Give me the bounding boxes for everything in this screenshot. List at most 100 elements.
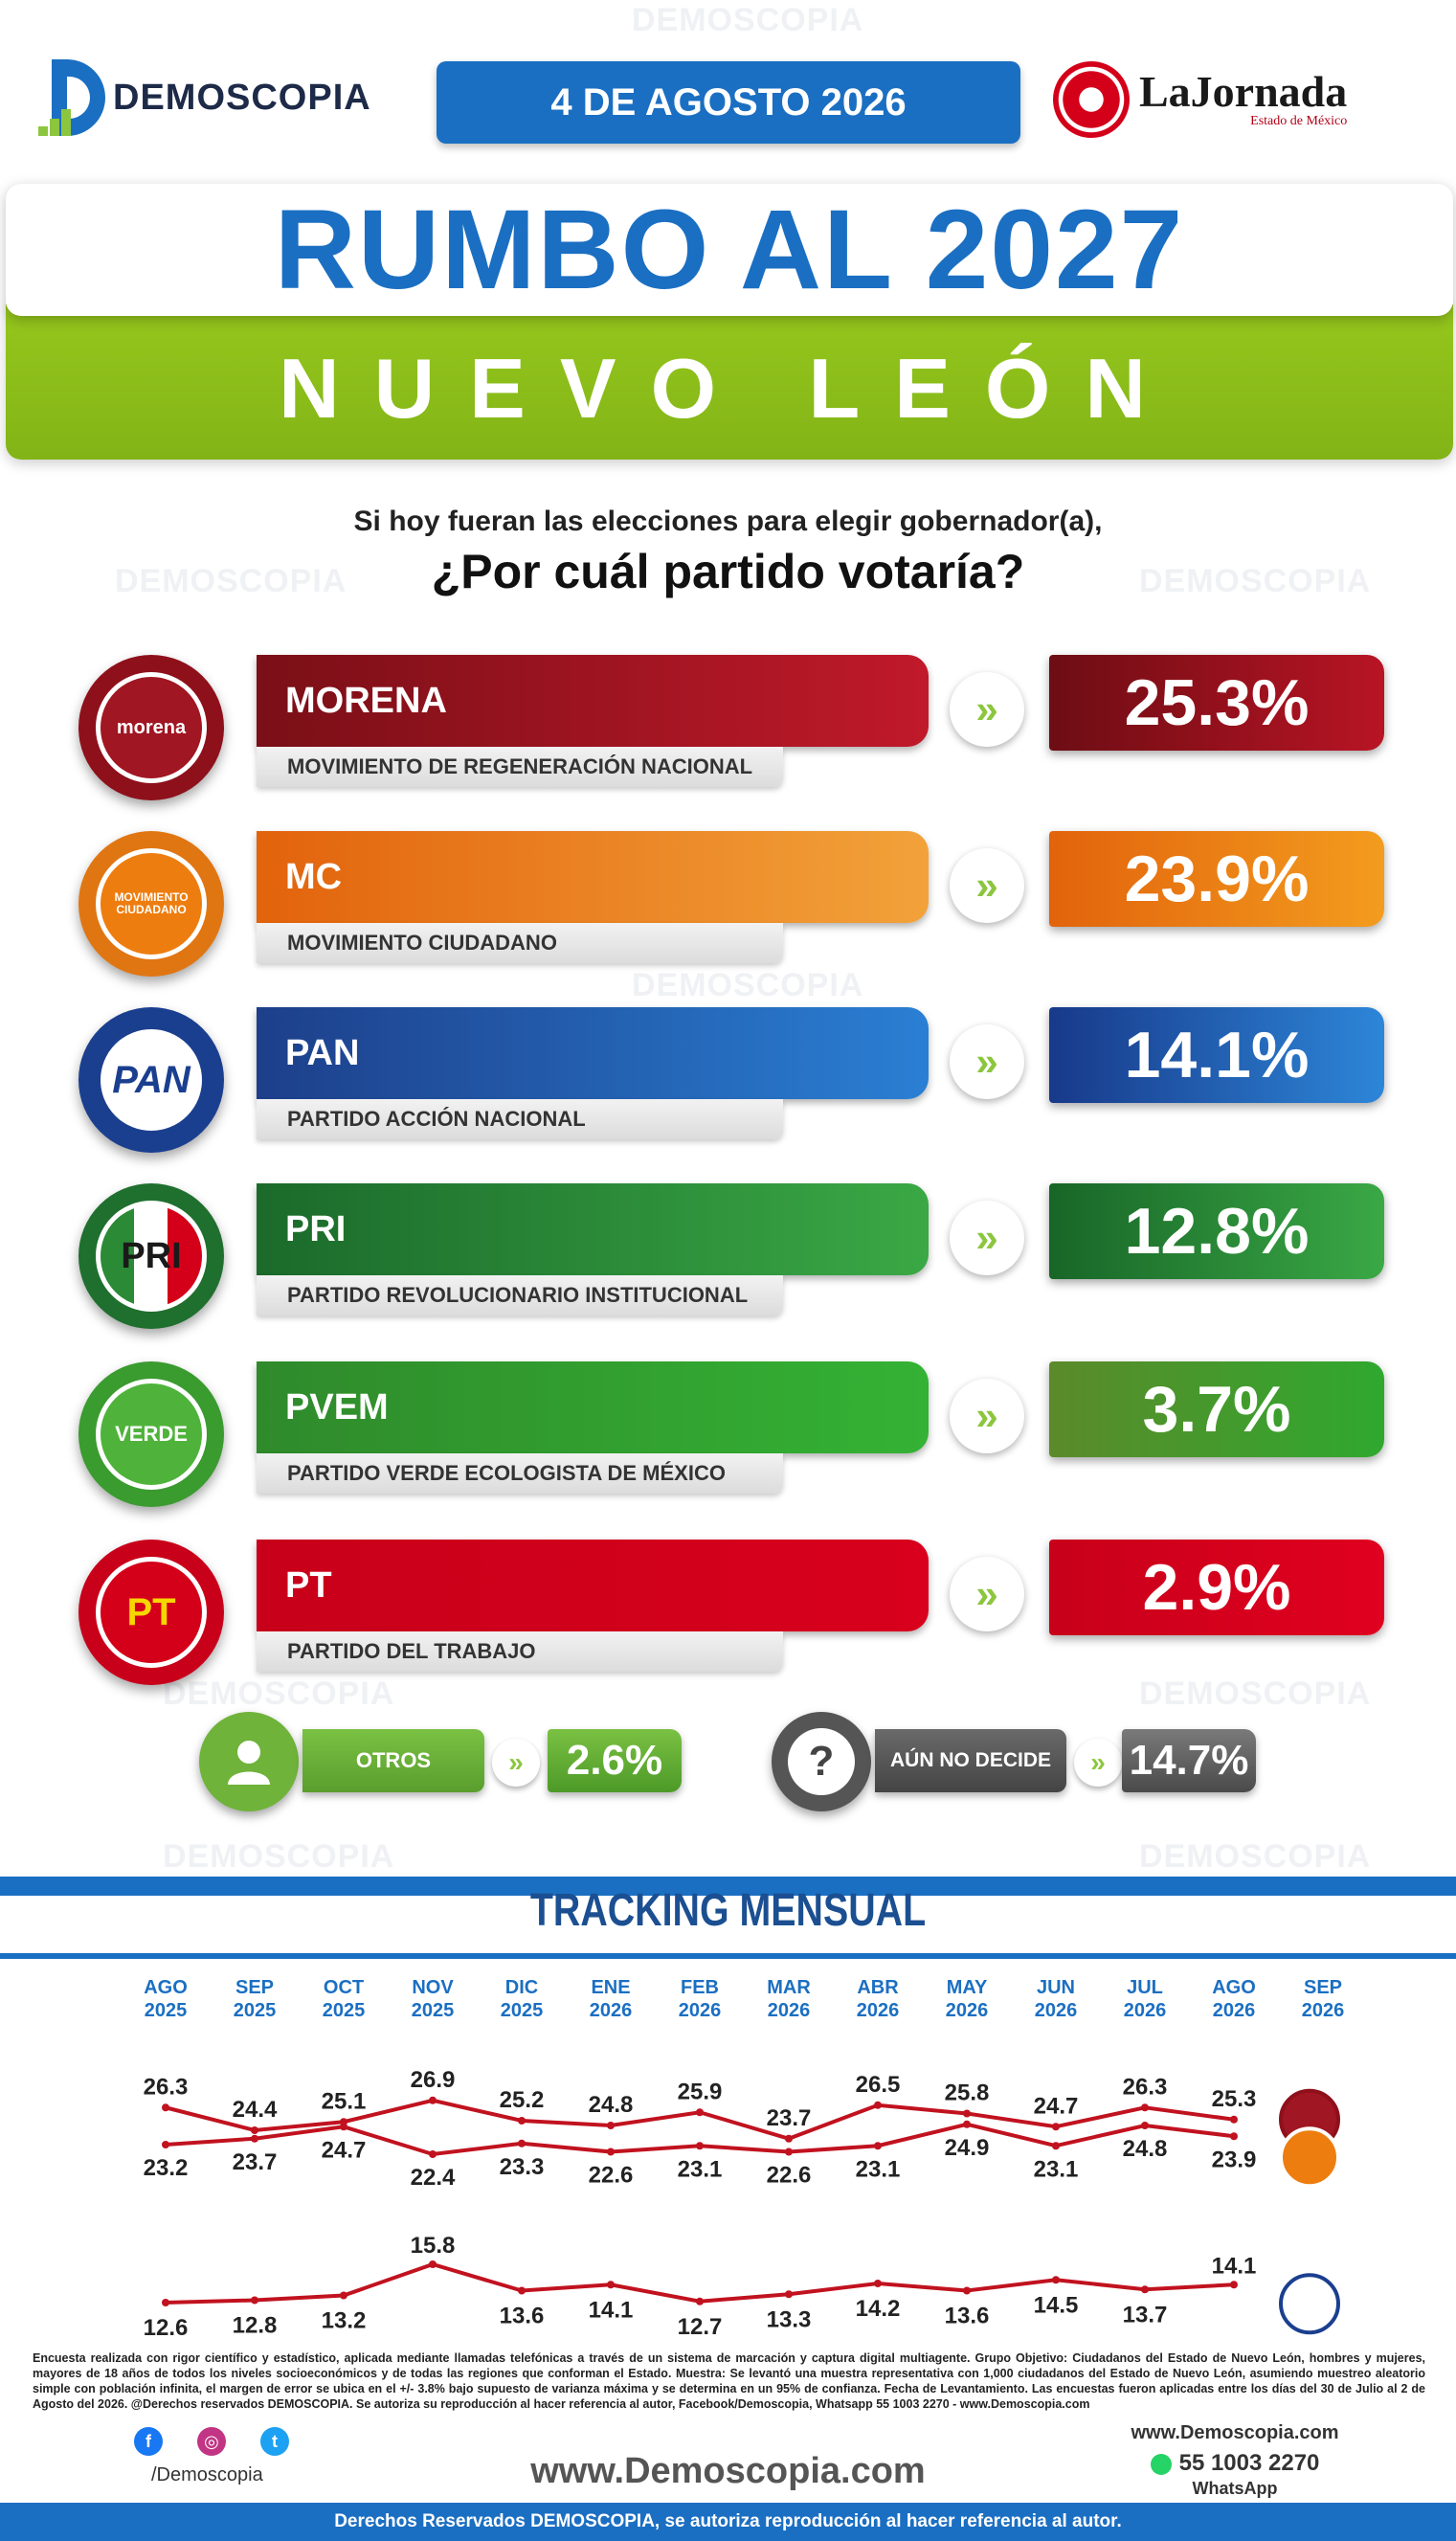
data-point [785,2147,793,2156]
data-label: 24.9 [945,2135,990,2161]
movimiento-ciudadano-logo-icon: MOVIMIENTO CIUDADANO [78,831,224,977]
survey-date: 4 DE AGOSTO 2026 [437,61,1020,144]
data-label: 26.9 [411,2067,456,2093]
data-label: 26.5 [856,2072,901,2098]
data-point [1052,2142,1060,2150]
undecided-label: AÚN NO DECIDE [875,1729,1066,1792]
year-label: 2025 [145,2000,188,2021]
data-point [607,2281,615,2289]
month-label: DIC [505,1977,538,1998]
data-label: 26.3 [144,2074,189,2100]
phone-number[interactable]: 55 1003 2270 [1178,2450,1320,2476]
data-label: 15.8 [411,2233,456,2259]
party-row-pvem: VERDE PVEM PARTIDO VERDE ECOLOGISTA DE M… [0,1361,1456,1515]
data-label: 26.3 [1123,2074,1168,2100]
arrow-icon: » [950,1024,1024,1099]
instagram-icon[interactable]: ◎ [197,2427,226,2456]
year-label: 2025 [501,2000,544,2021]
data-point [162,2299,169,2306]
party-name: MORENA [257,655,929,747]
emblem-label: morena [96,672,207,783]
month-label: FEB [681,1977,719,1998]
website-small[interactable]: www.Demoscopia.com [1131,2422,1339,2443]
data-point [785,2134,793,2143]
data-point [607,2122,615,2129]
data-label: 23.1 [1034,2156,1079,2182]
movimiento-ciudadano-logo-icon [1279,2126,1340,2189]
data-point [518,2117,526,2125]
title-text: RUMBO AL 2027 [274,187,1185,313]
data-label: 23.1 [678,2156,723,2182]
data-label: 14.1 [1212,2253,1257,2279]
partner-subtitle: Estado de México [1250,114,1348,128]
data-point [1052,2276,1060,2284]
party-name: PRI [257,1183,929,1275]
party-percentage: 25.3% [1049,655,1384,751]
year-label: 2026 [946,2000,989,2021]
data-label: 24.7 [1034,2093,1079,2119]
pan-logo-icon [1279,2273,1340,2335]
pan-logo-icon: PAN [78,1007,224,1153]
data-label: 23.7 [767,2105,812,2131]
brand-name: DEMOSCOPIA [113,77,371,118]
state-banner: NUEVO LEÓN [6,304,1453,460]
data-label: 13.6 [945,2304,990,2329]
data-label: 14.2 [856,2296,901,2322]
data-point [340,2123,347,2131]
data-point [1141,2103,1149,2112]
twitter-icon[interactable]: t [260,2427,289,2456]
tracking-band [0,1877,1456,1953]
data-label: 12.8 [233,2313,278,2339]
question-glyph: ? [788,1728,855,1795]
facebook-icon[interactable]: f [134,2427,163,2456]
watermark: DEMOSCOPIA [1139,1675,1372,1712]
data-point [340,2291,347,2300]
month-label: AGO [1212,1977,1256,1998]
data-point [963,2109,971,2118]
data-label: 25.1 [322,2088,367,2114]
party-fullname: MOVIMIENTO CIUDADANO [257,923,783,963]
data-point [963,2286,971,2295]
data-label: 23.2 [144,2155,189,2181]
arrow-icon: » [950,1201,1024,1275]
data-label: 24.8 [589,2092,634,2118]
data-point [785,2290,793,2299]
year-label: 2025 [323,2000,366,2021]
data-label: 25.3 [1212,2086,1257,2112]
watermark: DEMOSCOPIA [163,1838,395,1875]
social-handle: /Demoscopia [151,2464,263,2485]
party-fullname: PARTIDO DEL TRABAJO [257,1631,783,1672]
data-label: 13.6 [500,2304,545,2329]
website-link[interactable]: www.Demoscopia.com [530,2451,926,2491]
data-label: 13.2 [322,2308,367,2334]
watermark: DEMOSCOPIA [1139,563,1372,599]
party-percentage: 2.9% [1049,1540,1384,1635]
data-label: 25.9 [678,2079,723,2104]
la-jornada-emblem-icon [1053,61,1130,138]
month-label: AGO [144,1977,188,1998]
year-label: 2026 [1302,2000,1345,2021]
arrow-icon: » [950,1557,1024,1631]
data-point [874,2142,882,2150]
month-label: NOV [412,1977,454,1998]
data-label: 25.2 [500,2087,545,2113]
data-label: 13.3 [767,2306,812,2332]
data-point [696,2108,704,2117]
emblem-label: PRI [96,1201,207,1312]
data-label: 24.8 [1123,2136,1168,2162]
data-point [1230,2281,1238,2289]
data-label: 22.4 [411,2165,456,2191]
data-point [1052,2123,1060,2131]
party-row-pt: PT PT PARTIDO DEL TRABAJO » 2.9% [0,1540,1456,1693]
data-point [1230,2132,1238,2141]
month-label: JUN [1037,1977,1075,1998]
party-fullname: PARTIDO REVOLUCIONARIO INSTITUCIONAL [257,1275,783,1315]
contact-block: www.Demoscopia.com 55 1003 2270 WhatsApp [1120,2422,1350,2499]
watermark: DEMOSCOPIA [632,2,864,38]
demoscopia-logo: DEMOSCOPIA [38,59,371,136]
demoscopia-d-icon [38,59,105,136]
others-label: OTROS [302,1729,484,1792]
data-point [963,2120,971,2128]
emblem-label: VERDE [96,1379,207,1490]
rights-bar: Derechos Reservados DEMOSCOPIA, se autor… [0,2503,1456,2541]
